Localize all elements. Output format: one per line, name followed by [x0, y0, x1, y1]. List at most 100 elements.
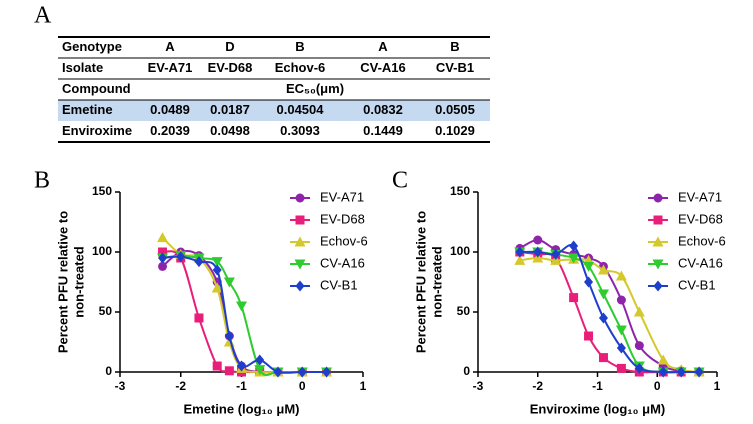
data-point: [615, 325, 627, 336]
data-point: [212, 361, 222, 371]
x-tick-label: -3: [473, 379, 484, 393]
table-cell: A: [378, 39, 388, 54]
data-point: [569, 240, 579, 252]
data-point: [237, 360, 246, 372]
panel-label: C: [392, 168, 408, 194]
y-tick-label: 100: [92, 244, 112, 258]
data-point: [158, 261, 168, 271]
x-tick-label: 0: [299, 379, 306, 393]
table-cell: D: [225, 39, 234, 54]
data-point: [584, 331, 594, 341]
panel-label: A: [34, 3, 52, 29]
table-cell: Enviroxime: [62, 123, 132, 138]
legend-marker: [295, 280, 305, 292]
table-cell: Isolate: [62, 60, 103, 75]
curve: [162, 255, 327, 374]
table-cell: EV-A71: [148, 60, 193, 75]
table-cell: 0.04504: [277, 102, 325, 117]
table-cell: 0.1449: [363, 123, 403, 138]
curve: [519, 244, 700, 374]
table-cell: 0.0505: [435, 102, 475, 117]
data-point: [633, 306, 645, 317]
curve: [519, 251, 700, 374]
data-point: [658, 366, 668, 378]
data-point: [515, 246, 525, 258]
table-cell: 0.0489: [150, 102, 190, 117]
legend-marker: [295, 193, 305, 203]
y-tick-label: 100: [450, 244, 470, 258]
data-point: [615, 270, 627, 281]
table-cell: EV-D68: [208, 60, 253, 75]
data-point: [212, 264, 222, 276]
y-tick-label: 150: [92, 184, 112, 198]
data-point: [616, 342, 626, 354]
legend-label: Echov-6: [320, 233, 368, 248]
y-axis-label: non-treated: [429, 246, 444, 318]
table-cell: 0.0498: [210, 123, 250, 138]
table-cell: 0.2039: [150, 123, 190, 138]
data-point: [157, 232, 169, 243]
table-cell: 0.1029: [435, 123, 475, 138]
x-tick-label: 1: [360, 379, 367, 393]
data-point: [598, 312, 608, 324]
table-cell: Compound: [62, 81, 131, 96]
data-point: [533, 246, 543, 258]
data-point: [616, 295, 626, 305]
curve: [162, 250, 327, 374]
legend-label: EV-D68: [320, 211, 365, 226]
data-point: [533, 235, 543, 245]
table-cell: 0.0832: [363, 102, 403, 117]
legend-label: CV-A16: [320, 255, 365, 270]
x-tick-label: -2: [532, 379, 543, 393]
table-cell: Genotype: [62, 39, 122, 54]
legend-marker: [652, 259, 664, 270]
legend-label: CV-B1: [678, 277, 716, 292]
x-tick-label: 1: [714, 379, 721, 393]
y-tick-label: 50: [99, 304, 113, 318]
data-point: [211, 257, 223, 268]
data-point: [657, 354, 669, 365]
legend-label: EV-A71: [320, 189, 364, 204]
data-point: [158, 247, 168, 257]
legend-label: CV-A16: [678, 255, 723, 270]
legend-label: EV-D68: [678, 211, 723, 226]
legend-label: EV-A71: [678, 189, 722, 204]
table-cell: 0.3093: [280, 123, 320, 138]
table-cell: CV-A16: [360, 60, 406, 75]
legend-marker: [295, 215, 305, 225]
data-point: [194, 313, 204, 323]
data-point: [273, 366, 283, 378]
legend-marker: [653, 280, 663, 292]
data-point: [176, 251, 186, 263]
y-axis-label: Percent PFU relative to: [413, 211, 428, 353]
y-tick-label: 50: [457, 304, 471, 318]
row-highlight: [58, 100, 490, 121]
data-point: [634, 341, 644, 351]
table-cell: CV-B1: [436, 60, 474, 75]
data-point: [597, 264, 609, 275]
data-point: [551, 248, 561, 260]
legend-marker: [294, 236, 306, 247]
data-point: [236, 301, 247, 312]
data-point: [616, 363, 626, 373]
table-cell: EC₅₀(μm): [286, 81, 344, 96]
data-point: [224, 366, 234, 376]
data-point: [211, 282, 223, 293]
y-tick-label: 150: [450, 184, 470, 198]
data-point: [254, 365, 266, 376]
data-point: [694, 366, 704, 378]
y-tick-label: 0: [463, 364, 470, 378]
x-axis-label: Emetine (log₁₀ μM): [184, 401, 300, 416]
data-point: [597, 289, 609, 300]
data-point: [583, 261, 595, 272]
legend-marker: [653, 215, 663, 225]
data-point: [255, 354, 265, 366]
curve: [161, 250, 327, 374]
table-cell: 0.0187: [210, 102, 250, 117]
legend-marker: [652, 236, 664, 247]
data-point: [598, 353, 608, 363]
legend-marker: [294, 259, 306, 270]
data-point: [224, 330, 234, 342]
x-tick-label: -1: [592, 379, 603, 393]
